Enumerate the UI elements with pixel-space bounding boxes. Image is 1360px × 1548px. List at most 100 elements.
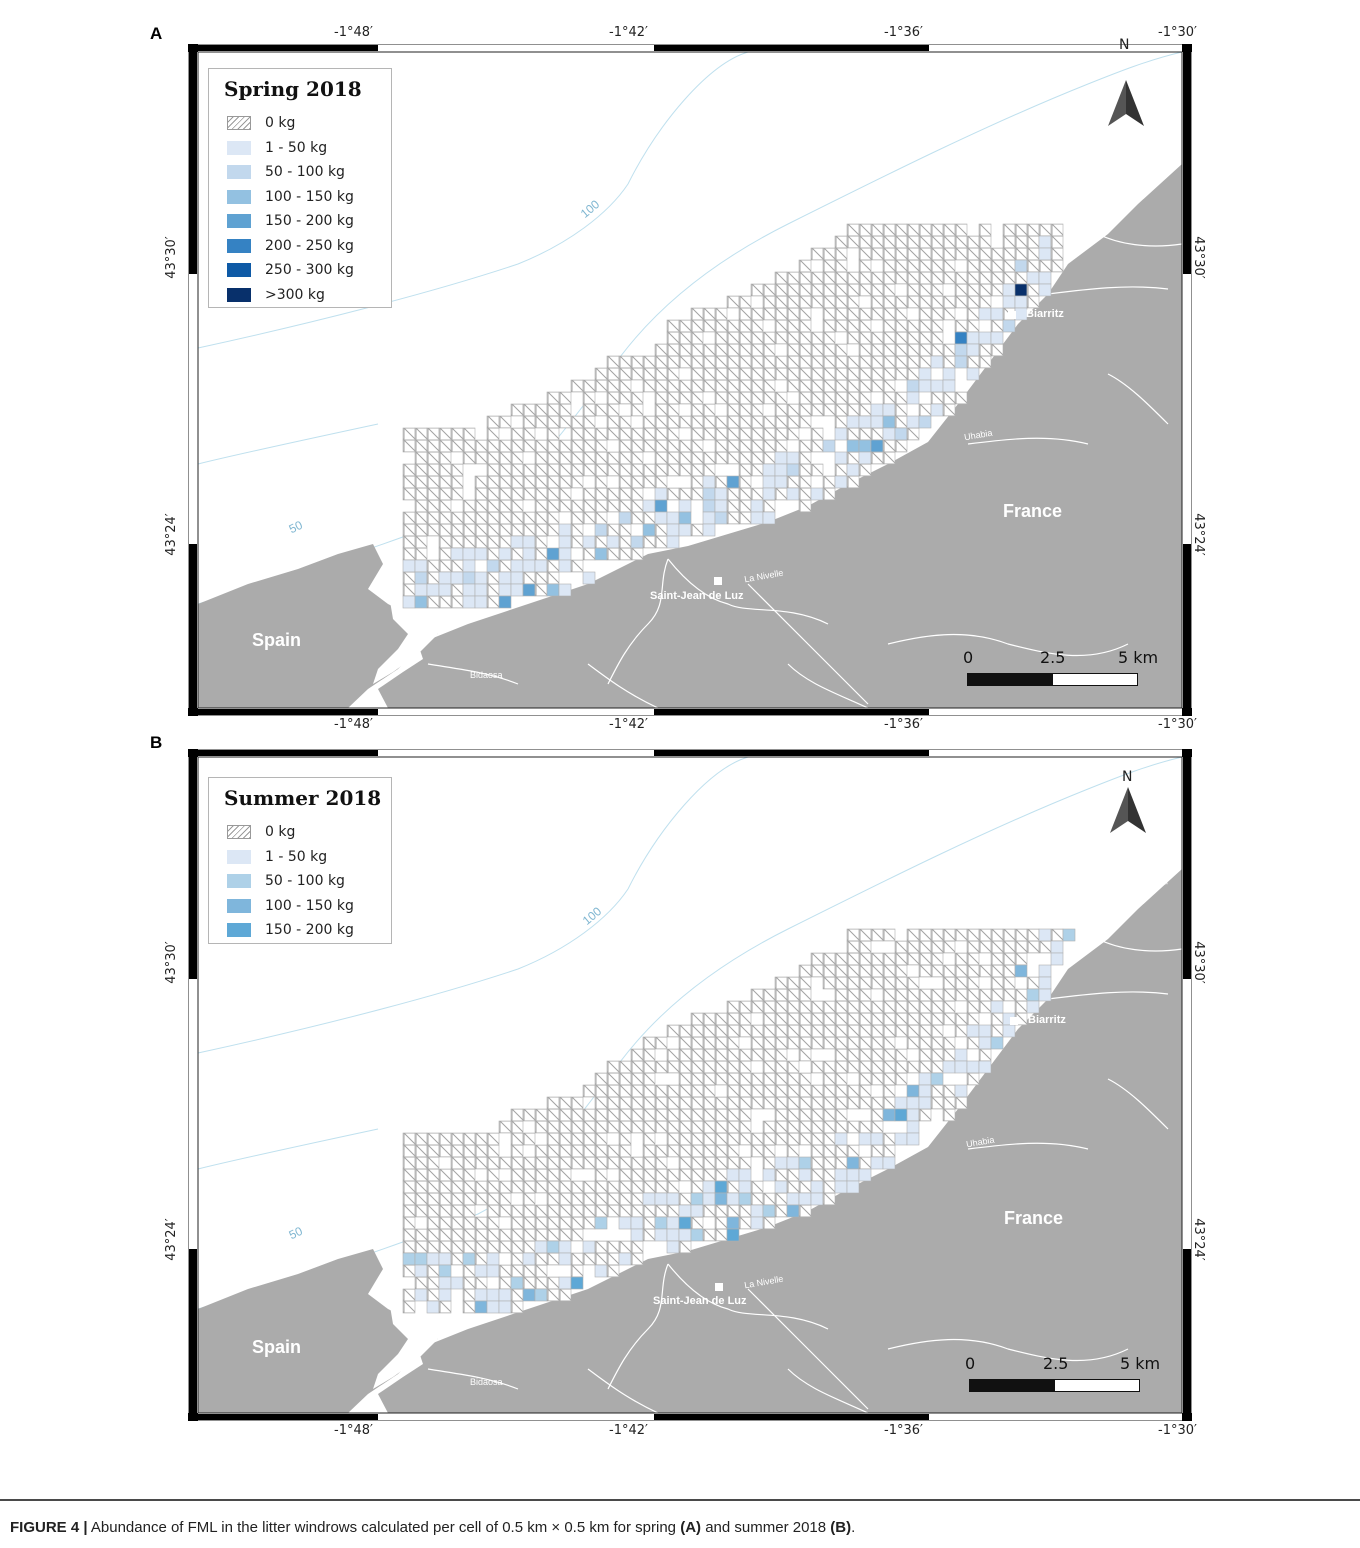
grid-cell	[1026, 988, 1040, 1002]
grid-cell	[726, 499, 740, 513]
grid-cell	[990, 988, 1004, 1002]
grid-cell	[462, 1180, 476, 1194]
panel-a-letter: A	[150, 24, 163, 43]
grid-cell	[858, 427, 872, 441]
grid-cell	[702, 499, 716, 513]
grid-cell	[798, 1168, 812, 1182]
land-mainland	[378, 869, 1182, 1413]
grid-cell	[942, 259, 956, 273]
grid-cell	[438, 463, 452, 477]
grid-cell	[498, 1288, 512, 1302]
grid-cell	[1014, 223, 1028, 237]
grid-cell	[426, 1300, 440, 1314]
grid-cell	[858, 259, 872, 273]
grid-cell	[798, 1180, 812, 1194]
grid-cell	[906, 319, 920, 333]
grid-cell	[510, 451, 524, 465]
legend-item: 50 - 100 kg	[209, 160, 391, 185]
grid-cell	[942, 295, 956, 309]
grid-cell	[714, 1132, 728, 1146]
grid-cell	[402, 463, 416, 477]
grid-cell	[462, 1132, 476, 1146]
grid-cell	[618, 1192, 632, 1206]
grid-cell	[798, 1204, 812, 1218]
grid-cell	[810, 331, 824, 345]
grid-cell	[618, 415, 632, 429]
grid-cell	[522, 523, 536, 537]
grid-cell	[474, 1156, 488, 1170]
grid-cell	[906, 976, 920, 990]
grid-cell	[702, 1120, 716, 1134]
grid-cell	[930, 1024, 944, 1038]
grid-cell	[906, 1000, 920, 1014]
grid-cell	[666, 1240, 680, 1254]
grid-cell	[618, 427, 632, 441]
grid-cell	[750, 1204, 764, 1218]
grid-cell	[582, 1252, 596, 1266]
legend-label: 150 - 200 kg	[265, 213, 354, 230]
grid-cell	[738, 439, 752, 453]
grid-cell	[786, 355, 800, 369]
grid-cell	[714, 1108, 728, 1122]
grid-cell	[918, 1012, 932, 1026]
grid-cell	[642, 1120, 656, 1134]
grid-cell	[942, 343, 956, 357]
grid-cell	[798, 487, 812, 501]
grid-cell	[450, 487, 464, 501]
grid-cell	[714, 1096, 728, 1110]
grid-cell	[678, 1096, 692, 1110]
grid-cell	[822, 247, 836, 261]
grid-cell	[906, 988, 920, 1002]
grid-cell	[450, 535, 464, 549]
grid-cell	[606, 1264, 620, 1278]
grid-cell	[558, 1156, 572, 1170]
grid-cell	[1014, 295, 1028, 309]
grid-cell	[714, 1156, 728, 1170]
grid-cell	[414, 451, 428, 465]
grid-cell	[1002, 319, 1016, 333]
grid-cell	[702, 1096, 716, 1110]
grid-cell	[834, 379, 848, 393]
grid-cell	[726, 487, 740, 501]
grid-cell	[990, 1000, 1004, 1014]
grid-cell	[882, 1072, 896, 1086]
grid-cell	[846, 1084, 860, 1098]
grid-cell	[402, 487, 416, 501]
grid-cell	[630, 1156, 644, 1170]
grid-cell	[882, 1036, 896, 1050]
grid-cell	[846, 271, 860, 285]
grid-cell	[546, 415, 560, 429]
grid-cell	[1026, 1000, 1040, 1014]
grid-cell	[834, 1120, 848, 1134]
grid-cell	[618, 1252, 632, 1266]
grid-cell	[486, 511, 500, 525]
grid-cell	[930, 1072, 944, 1086]
grid-cell	[450, 1192, 464, 1206]
grid-cell	[726, 343, 740, 357]
grid-cell	[726, 1072, 740, 1086]
grid-cell	[954, 1084, 968, 1098]
grid-cell	[618, 1168, 632, 1182]
grid-cell	[918, 403, 932, 417]
grid-cell	[894, 223, 908, 237]
grid-cell	[774, 1012, 788, 1026]
lat-tick-b-right-2: 43°24′	[1190, 1218, 1206, 1261]
grid-cell	[1050, 940, 1064, 954]
grid-cell	[678, 319, 692, 333]
lon-tick-b-bot-2: -1°42′	[609, 1423, 648, 1438]
grid-cell	[630, 1240, 644, 1254]
grid-cell	[870, 427, 884, 441]
grid-cell	[882, 319, 896, 333]
grid-cell	[990, 331, 1004, 345]
grid-cell	[882, 355, 896, 369]
grid-cell	[414, 463, 428, 477]
grid-cell	[834, 355, 848, 369]
grid-cell	[870, 1036, 884, 1050]
north-arrow-icon	[1108, 80, 1144, 126]
grid-cell	[654, 475, 668, 489]
grid-cell	[438, 511, 452, 525]
grid-cell	[810, 391, 824, 405]
grid-cell	[438, 1180, 452, 1194]
lon-tick-a-bot-4: -1°30′	[1158, 717, 1197, 732]
grid-cell	[822, 439, 836, 453]
